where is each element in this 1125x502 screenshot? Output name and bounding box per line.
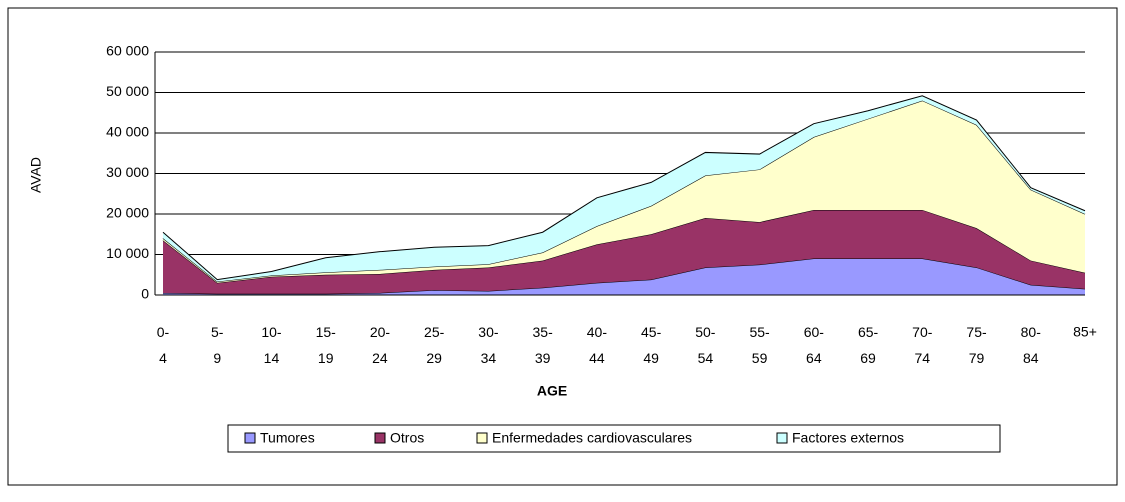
x-tick-label: 45-49 [641, 324, 662, 366]
x-tick-label: 75-79 [966, 324, 987, 366]
legend-box [227, 424, 1001, 453]
x-tick-label: 5-9 [211, 324, 224, 366]
area [163, 258, 1085, 295]
x-tick-label: 15-19 [316, 324, 337, 366]
y-tick-label: 10 000 [106, 245, 149, 261]
x-tick-label: 85+ [1073, 324, 1097, 340]
x-tick-label: 50-54 [695, 324, 716, 366]
x-tick-label: 70-74 [912, 324, 933, 366]
area-edge [162, 95, 1086, 281]
legend-label: Otros [390, 430, 424, 446]
x-tick-label: 25-29 [424, 324, 445, 366]
x-tick-label: 40-44 [587, 324, 608, 366]
legend-swatch [374, 432, 386, 444]
legend-swatch [476, 432, 488, 444]
x-tick-label: 30-34 [478, 324, 499, 366]
area [163, 209, 1085, 294]
y-tick-label: 60 000 [106, 43, 149, 59]
y-tick-label: 0 [141, 286, 149, 302]
x-tick-label: 65-69 [858, 324, 879, 366]
legend-label: Enfermedades cardiovasculares [492, 430, 692, 446]
x-tick-label: 0-4 [157, 324, 170, 366]
x-tick-label: 35-39 [533, 324, 554, 366]
x-tick-label: 20-24 [370, 324, 391, 366]
y-tick-label: 50 000 [106, 83, 149, 99]
legend-label: Tumores [260, 430, 315, 446]
y-tick-label: 20 000 [106, 205, 149, 221]
x-tick-label: 60-64 [804, 324, 825, 366]
y-tick-label: 40 000 [106, 124, 149, 140]
y-axis-label: AVAD [28, 157, 44, 193]
legend-swatch [776, 432, 788, 444]
y-tick-label: 30 000 [106, 164, 149, 180]
x-axis-label: AGE [537, 383, 567, 399]
x-tick-label: 10-14 [261, 324, 282, 366]
x-tick-label: 55-59 [749, 324, 770, 366]
area [163, 100, 1085, 283]
legend-swatch [244, 432, 256, 444]
x-tick-label: 80-84 [1021, 324, 1042, 366]
legend-label: Factores externos [792, 430, 904, 446]
